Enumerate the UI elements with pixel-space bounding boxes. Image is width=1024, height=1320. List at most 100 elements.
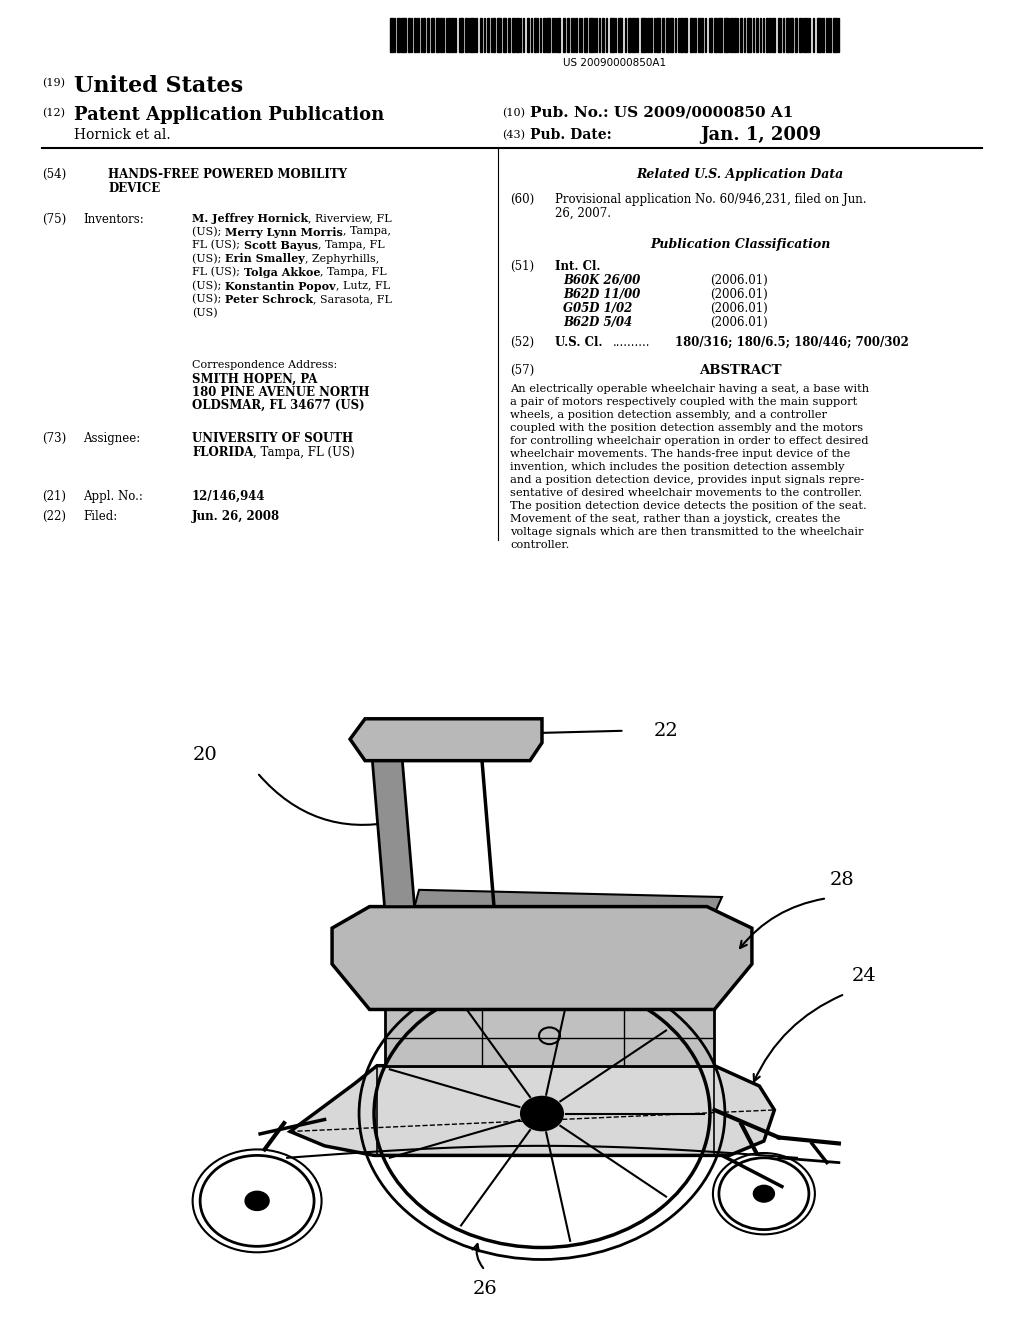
Text: invention, which includes the position detection assembly: invention, which includes the position d… bbox=[510, 462, 845, 473]
Text: The position detection device detects the position of the seat.: The position detection device detects th… bbox=[510, 502, 866, 511]
Polygon shape bbox=[370, 727, 415, 907]
Bar bbox=[690, 18, 693, 51]
Text: , Tampa, FL: , Tampa, FL bbox=[319, 267, 387, 277]
Bar bbox=[436, 18, 439, 51]
Text: (US);: (US); bbox=[193, 253, 225, 264]
Bar bbox=[790, 18, 793, 51]
Text: , Lutz, FL: , Lutz, FL bbox=[336, 281, 389, 290]
Bar bbox=[756, 18, 758, 51]
Text: (60): (60) bbox=[510, 193, 535, 206]
Text: , Sarasota, FL: , Sarasota, FL bbox=[313, 294, 392, 304]
Bar bbox=[628, 18, 631, 51]
Bar bbox=[786, 18, 790, 51]
Text: 26: 26 bbox=[473, 1280, 498, 1298]
Text: (75): (75) bbox=[42, 213, 67, 226]
Text: ..........: .......... bbox=[613, 337, 650, 348]
Bar bbox=[589, 18, 593, 51]
Bar bbox=[772, 18, 775, 51]
Text: wheels, a position detection assembly, and a controller: wheels, a position detection assembly, a… bbox=[510, 411, 827, 420]
Text: Assignee:: Assignee: bbox=[83, 432, 140, 445]
Bar bbox=[454, 18, 456, 51]
Text: 22: 22 bbox=[654, 722, 679, 739]
Polygon shape bbox=[385, 1010, 715, 1065]
Text: (US): (US) bbox=[193, 308, 218, 318]
Text: (US);: (US); bbox=[193, 294, 225, 305]
Bar bbox=[632, 18, 635, 51]
Bar bbox=[516, 18, 519, 51]
Text: Int. Cl.: Int. Cl. bbox=[555, 260, 600, 273]
Text: , Riverview, FL: , Riverview, FL bbox=[308, 213, 392, 223]
Text: Patent Application Publication: Patent Application Publication bbox=[74, 106, 384, 124]
Bar bbox=[459, 18, 463, 51]
Text: FL (US);: FL (US); bbox=[193, 267, 244, 277]
Bar bbox=[647, 18, 649, 51]
Bar bbox=[497, 18, 501, 51]
Text: U.S. Cl.: U.S. Cl. bbox=[555, 337, 602, 348]
Text: Merry Lynn Morris: Merry Lynn Morris bbox=[225, 227, 343, 238]
Bar bbox=[480, 18, 482, 51]
Text: (52): (52) bbox=[510, 337, 535, 348]
Text: coupled with the position detection assembly and the motors: coupled with the position detection asse… bbox=[510, 422, 863, 433]
Text: M. Jeffrey Hornick: M. Jeffrey Hornick bbox=[193, 213, 308, 224]
Text: An electrically operable wheelchair having a seat, a base with: An electrically operable wheelchair havi… bbox=[510, 384, 869, 393]
Bar bbox=[575, 18, 577, 51]
Bar bbox=[618, 18, 622, 51]
Bar bbox=[390, 18, 393, 51]
Text: FL (US);: FL (US); bbox=[193, 240, 244, 251]
Text: FLORIDA: FLORIDA bbox=[193, 446, 253, 459]
Bar bbox=[534, 18, 536, 51]
Bar bbox=[527, 18, 529, 51]
Bar bbox=[799, 18, 801, 51]
Bar bbox=[470, 18, 474, 51]
Text: (2006.01): (2006.01) bbox=[710, 315, 768, 329]
Bar bbox=[427, 18, 429, 51]
Text: Jan. 1, 2009: Jan. 1, 2009 bbox=[700, 125, 821, 144]
Polygon shape bbox=[332, 907, 752, 1010]
Text: 12/146,944: 12/146,944 bbox=[193, 490, 265, 503]
Text: ABSTRACT: ABSTRACT bbox=[698, 364, 781, 378]
Circle shape bbox=[521, 1097, 563, 1130]
Text: G05D 1/02: G05D 1/02 bbox=[563, 302, 632, 315]
Bar bbox=[808, 18, 810, 51]
Text: Erin Smalley: Erin Smalley bbox=[225, 253, 304, 264]
Text: (12): (12) bbox=[42, 108, 65, 119]
Text: (2006.01): (2006.01) bbox=[710, 302, 768, 315]
Bar bbox=[465, 18, 467, 51]
Bar bbox=[778, 18, 781, 51]
Text: (2006.01): (2006.01) bbox=[710, 275, 768, 286]
Bar bbox=[769, 18, 771, 51]
Bar bbox=[709, 18, 712, 51]
Text: 180 PINE AVENUE NORTH: 180 PINE AVENUE NORTH bbox=[193, 385, 370, 399]
Bar bbox=[602, 18, 604, 51]
Bar bbox=[552, 18, 554, 51]
Bar bbox=[666, 18, 669, 51]
Text: , Tampa, FL (US): , Tampa, FL (US) bbox=[253, 446, 355, 459]
Bar bbox=[610, 18, 614, 51]
Text: Inventors:: Inventors: bbox=[83, 213, 143, 226]
Text: Movement of the seat, rather than a joystick, creates the: Movement of the seat, rather than a joys… bbox=[510, 513, 841, 524]
Text: , Tampa, FL: , Tampa, FL bbox=[317, 240, 384, 249]
Bar bbox=[414, 18, 416, 51]
Bar bbox=[701, 18, 703, 51]
Text: 24: 24 bbox=[852, 968, 877, 985]
Text: Correspondence Address:: Correspondence Address: bbox=[193, 360, 337, 370]
Text: B62D 5/04: B62D 5/04 bbox=[563, 315, 632, 329]
Text: Appl. No.:: Appl. No.: bbox=[83, 490, 143, 503]
Text: Filed:: Filed: bbox=[83, 510, 118, 523]
Bar bbox=[731, 18, 733, 51]
Bar bbox=[397, 18, 400, 51]
Polygon shape bbox=[290, 1065, 774, 1155]
Text: and a position detection device, provides input signals repre-: and a position detection device, provide… bbox=[510, 475, 864, 484]
Bar bbox=[698, 18, 700, 51]
Bar bbox=[440, 18, 442, 51]
Text: Publication Classification: Publication Classification bbox=[650, 238, 830, 251]
Text: Tolga Akkoe: Tolga Akkoe bbox=[244, 267, 319, 279]
Text: (US);: (US); bbox=[193, 281, 225, 290]
Text: Scott Bayus: Scott Bayus bbox=[244, 240, 317, 251]
Text: (22): (22) bbox=[42, 510, 66, 523]
Text: Peter Schrock: Peter Schrock bbox=[225, 294, 313, 305]
Bar bbox=[718, 18, 722, 51]
Bar bbox=[431, 18, 434, 51]
Bar bbox=[423, 18, 425, 51]
Bar bbox=[557, 18, 560, 51]
